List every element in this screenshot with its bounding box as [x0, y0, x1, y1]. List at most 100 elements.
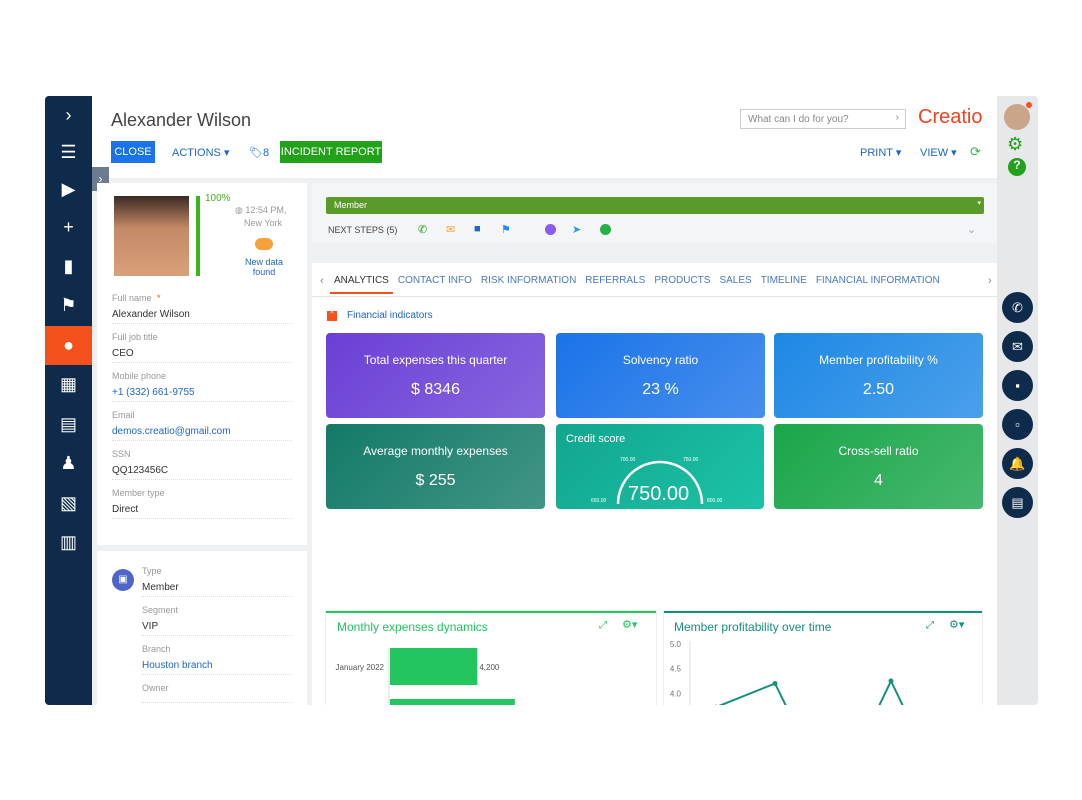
menu-icon[interactable]: ☰	[60, 142, 77, 162]
field-value[interactable]: demos.creatio@gmail.com	[112, 426, 292, 441]
next-steps-label[interactable]: NEXT STEPS (5)	[328, 225, 398, 235]
expand-chevron-icon[interactable]: ⌄	[967, 224, 977, 236]
maximize-icon[interactable]: ⤢	[926, 620, 934, 631]
dropdown-icon: ▾	[977, 200, 981, 207]
incident-report-button[interactable]: INCIDENT REPORT	[280, 141, 382, 163]
chart-settings-icon[interactable]: ⚙▾	[949, 619, 965, 631]
kpi-value: 4	[874, 472, 883, 489]
field-label: Email	[112, 410, 135, 420]
kpi-credit-score[interactable]: Credit score 650.00 700.00 750.00 800.00…	[556, 424, 764, 509]
bar-value-label: 4,200	[479, 663, 500, 672]
active-tab-indicator	[330, 292, 393, 294]
line-point	[888, 678, 894, 684]
field-value[interactable]: QQ123456C	[112, 465, 292, 480]
field-value[interactable]: CEO	[112, 348, 292, 363]
tab-products[interactable]: PRODUCTS	[654, 275, 711, 286]
dashboard-icon[interactable]: ▮	[63, 256, 74, 276]
kpi-card[interactable]: Total expenses this quarter $ 8346	[326, 333, 545, 418]
field-value[interactable]: Member	[142, 582, 292, 597]
help-icon[interactable]: ?	[1008, 158, 1026, 176]
analytics-panel: ‹ ANALYTICS CONTACT INFO RISK INFORMATION R…	[312, 263, 997, 705]
field-value[interactable]: Direct	[112, 504, 292, 519]
search-placeholder: What can I do for you?	[748, 114, 849, 125]
page-header: Alexander Wilson CLOSE ACTIONS ▾ 🏷8 INCI…	[92, 96, 997, 178]
kpi-card[interactable]: Solvency ratio 23 %	[556, 333, 765, 418]
field-label: Member type	[112, 488, 165, 498]
tab-analytics[interactable]: ANALYTICS	[334, 275, 389, 286]
kpi-card[interactable]: Member profitability % 2.50	[774, 333, 983, 418]
kpi-title: Solvency ratio	[622, 353, 699, 367]
users-icon[interactable]: ♟	[60, 453, 77, 473]
bell-icon[interactable]: 🔔	[1002, 448, 1033, 479]
field-label: Type	[142, 566, 162, 576]
kpi-value: 2.50	[862, 381, 895, 398]
maximize-icon[interactable]: ⤢	[599, 620, 607, 631]
call-icon[interactable]: ✆	[418, 224, 428, 236]
chart-settings-icon[interactable]: ⚙▾	[622, 619, 638, 631]
contact-photo[interactable]	[114, 196, 189, 276]
tags-button[interactable]: 🏷8	[249, 146, 269, 159]
tab-timeline[interactable]: TIMELINE	[760, 275, 807, 286]
tabs-next-icon[interactable]: ›	[988, 275, 992, 287]
field-label: Full job title	[112, 332, 158, 342]
tab-sales[interactable]: SALES	[719, 275, 752, 286]
field-value[interactable]: Houston branch	[142, 660, 292, 675]
tab-referrals[interactable]: REFERRALS	[585, 275, 646, 286]
field-value[interactable]: +1 (332) 661-9755	[112, 387, 292, 402]
documents-icon[interactable]: ▧	[59, 493, 77, 513]
telegram-icon[interactable]: ➤	[572, 224, 582, 236]
email-step-icon[interactable]: ✉	[446, 224, 456, 236]
notification-dot	[1026, 102, 1032, 108]
refresh-icon[interactable]: ⟳	[970, 144, 981, 159]
kpi-value: $ 255	[415, 472, 456, 489]
tabs-prev-icon[interactable]: ‹	[320, 275, 324, 287]
field-label: Branch	[142, 644, 171, 654]
kpi-card[interactable]: Average monthly expenses $ 255	[326, 424, 545, 509]
chat-icon[interactable]: ▪	[1002, 370, 1033, 401]
time-text: 12:54 PM,	[245, 205, 287, 215]
document-icon[interactable]: ▤	[1002, 487, 1033, 518]
profit-line	[718, 678, 904, 705]
feed-icon[interactable]: ▫	[1002, 409, 1033, 440]
user-avatar[interactable]	[1004, 104, 1030, 130]
add-icon[interactable]: +	[63, 217, 74, 237]
view-button[interactable]: VIEW ▾	[920, 147, 957, 159]
field-value[interactable]: VIP	[142, 621, 292, 636]
play-icon[interactable]: ▶	[61, 179, 76, 199]
stage-bar[interactable]: Member ▾	[326, 197, 984, 214]
bar	[390, 699, 515, 705]
collapse-section-icon[interactable]: ^	[327, 311, 337, 321]
kpi-card[interactable]: Cross-sell ratio 4	[774, 424, 983, 509]
contacts-icon[interactable]: ●	[45, 326, 92, 365]
new-data-link[interactable]: New data found	[244, 257, 284, 277]
line-point	[772, 680, 778, 686]
tabs-divider	[312, 296, 997, 297]
accounts-icon[interactable]: ▦	[59, 374, 77, 394]
gauge-tick-750: 750.00	[683, 457, 699, 463]
actions-button[interactable]: ACTIONS ▾	[172, 147, 230, 159]
settings-gear-icon[interactable]: ⚙	[1007, 134, 1024, 154]
expand-nav-icon[interactable]: ›	[65, 105, 72, 125]
field-value[interactable]: Alexander Wilson	[112, 309, 292, 324]
whatsapp-icon[interactable]	[600, 224, 611, 235]
print-button[interactable]: PRINT ▾	[860, 147, 902, 159]
flag-step-icon[interactable]: ⚑	[501, 224, 511, 236]
close-button[interactable]: CLOSE	[111, 141, 155, 163]
contact-card-icon: ▣	[112, 569, 134, 591]
section-title[interactable]: Financial indicators	[347, 310, 433, 321]
tab-risk-information[interactable]: RISK INFORMATION	[480, 275, 577, 286]
tasks-icon[interactable]: ▤	[59, 414, 77, 434]
messenger-icon[interactable]	[545, 224, 556, 235]
email-icon[interactable]: ✉	[1002, 331, 1033, 362]
building-icon[interactable]: ▥	[59, 532, 77, 552]
chat-step-icon[interactable]: ■	[474, 223, 481, 235]
search-input[interactable]: What can I do for you? ›	[740, 109, 906, 129]
tab-financial-information[interactable]: FINANCIAL INFORMATION	[815, 275, 940, 286]
phone-icon[interactable]: ✆	[1002, 292, 1033, 323]
tab-contact-info[interactable]: CONTACT INFO	[397, 275, 472, 286]
globe-icon: ◍	[235, 205, 246, 215]
field-value[interactable]	[142, 699, 292, 703]
gauge-tick-800: 800.00	[707, 498, 723, 504]
flag-icon[interactable]: ⚑	[60, 295, 77, 315]
